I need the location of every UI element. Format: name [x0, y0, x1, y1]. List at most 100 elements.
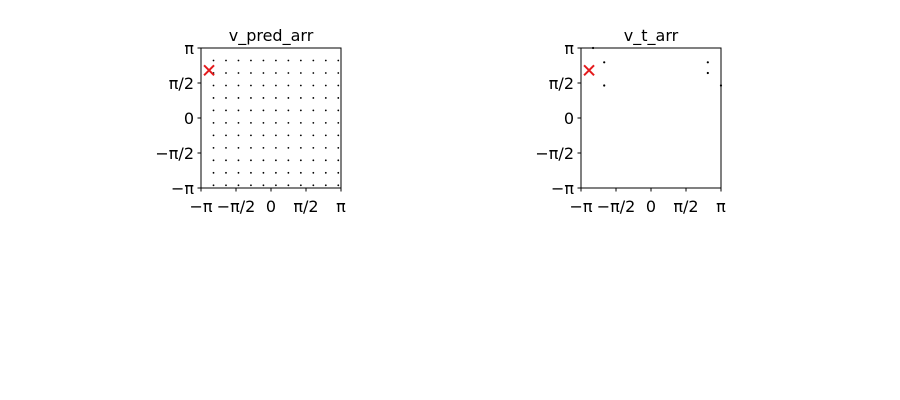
- data-point: [287, 97, 290, 99]
- data-point: [212, 171, 215, 174]
- target-x-marker: [583, 64, 595, 77]
- x-axis-ticks: −π −π/2 0 π/2 π: [569, 188, 726, 216]
- data-point: [237, 171, 240, 174]
- y-tick-label: π: [564, 39, 574, 58]
- data-point: [212, 134, 215, 137]
- y-tick-label: 0: [184, 109, 194, 128]
- data-point: [212, 159, 215, 162]
- data-point: [287, 184, 290, 187]
- data-point: [275, 72, 277, 74]
- x-tick-label: π/2: [293, 197, 318, 216]
- data-point: [262, 171, 265, 174]
- data-point: [275, 109, 277, 112]
- x-tick-label: −π: [189, 197, 212, 216]
- data-point: [275, 97, 277, 99]
- y-axis-ticks: −π −π/2 0 π/2 π: [155, 39, 201, 198]
- subplot-title: v_t_arr: [624, 26, 679, 46]
- data-point: [250, 171, 252, 174]
- data-point: [250, 109, 252, 112]
- data-point: [603, 84, 606, 87]
- data-point: [299, 109, 302, 112]
- data-point: [275, 171, 277, 174]
- data-point: [237, 184, 240, 187]
- data-point: [287, 134, 290, 137]
- data-point: [337, 184, 340, 187]
- data-point: [312, 159, 315, 162]
- y-tick-label: π/2: [549, 74, 574, 93]
- data-point: [312, 84, 315, 87]
- data-point: [337, 97, 340, 99]
- data-point: [212, 122, 215, 124]
- data-point: [250, 159, 252, 162]
- plot-marks: [583, 46, 723, 87]
- x-tick-label: 0: [266, 197, 276, 216]
- data-point: [225, 171, 227, 174]
- data-point: [262, 97, 265, 99]
- y-tick-label: −π: [551, 179, 574, 198]
- x-tick-label: −π: [569, 197, 592, 216]
- data-point: [706, 61, 709, 64]
- subplot-v-t-arr: v_t_arr −π −π/2 0 π/2 π −π −π/2 0 π/2 π: [535, 26, 726, 216]
- data-point: [337, 109, 340, 112]
- data-point: [324, 146, 327, 149]
- data-point: [324, 184, 327, 187]
- data-point: [225, 72, 227, 74]
- data-point: [324, 84, 327, 87]
- data-point: [324, 171, 327, 174]
- data-point: [212, 97, 215, 99]
- data-point: [324, 72, 327, 74]
- data-point: [324, 97, 327, 99]
- data-point: [312, 146, 315, 149]
- data-point: [324, 159, 327, 162]
- data-point: [262, 59, 265, 62]
- data-point: [287, 72, 290, 74]
- data-point: [299, 146, 302, 149]
- data-point: [262, 146, 265, 149]
- data-point: [212, 184, 215, 187]
- data-point: [262, 84, 265, 87]
- data-point: [337, 84, 340, 87]
- x-tick-label: 0: [646, 197, 656, 216]
- data-point: [250, 59, 252, 62]
- data-point: [312, 109, 315, 112]
- data-point: [287, 171, 290, 174]
- data-point: [603, 61, 606, 64]
- data-point: [287, 59, 290, 62]
- data-point: [299, 134, 302, 137]
- y-axis-ticks: −π −π/2 0 π/2 π: [535, 39, 581, 198]
- data-point: [262, 72, 265, 74]
- y-tick-label: π/2: [169, 74, 194, 93]
- data-point: [225, 122, 227, 124]
- data-point: [299, 72, 302, 74]
- data-point: [324, 109, 327, 112]
- data-point: [212, 109, 215, 112]
- data-point: [337, 59, 340, 62]
- data-point: [237, 134, 240, 137]
- data-point: [212, 59, 215, 62]
- data-point: [275, 159, 277, 162]
- data-point: [337, 134, 340, 137]
- x-tick-label: −π/2: [217, 197, 256, 216]
- data-point: [299, 184, 302, 187]
- subplot-v-pred-arr: v_pred_arr −π −π/2 0 π/2 π −π −π/2 0 π/2 π: [155, 26, 346, 216]
- x-axis-ticks: −π −π/2 0 π/2 π: [189, 188, 346, 216]
- data-point: [312, 134, 315, 137]
- data-point: [299, 59, 302, 62]
- data-point: [237, 72, 240, 74]
- data-point: [225, 109, 227, 112]
- data-point: [299, 171, 302, 174]
- data-point: [250, 146, 252, 149]
- data-point: [706, 71, 709, 75]
- data-point: [275, 184, 277, 187]
- data-point: [212, 146, 215, 149]
- data-point: [262, 159, 265, 162]
- data-point: [237, 97, 240, 99]
- data-point: [237, 59, 240, 62]
- data-point: [275, 146, 277, 149]
- x-tick-label: π: [716, 197, 726, 216]
- y-tick-label: −π: [171, 179, 194, 198]
- data-point: [262, 109, 265, 112]
- data-point: [287, 122, 290, 124]
- data-point: [324, 59, 327, 62]
